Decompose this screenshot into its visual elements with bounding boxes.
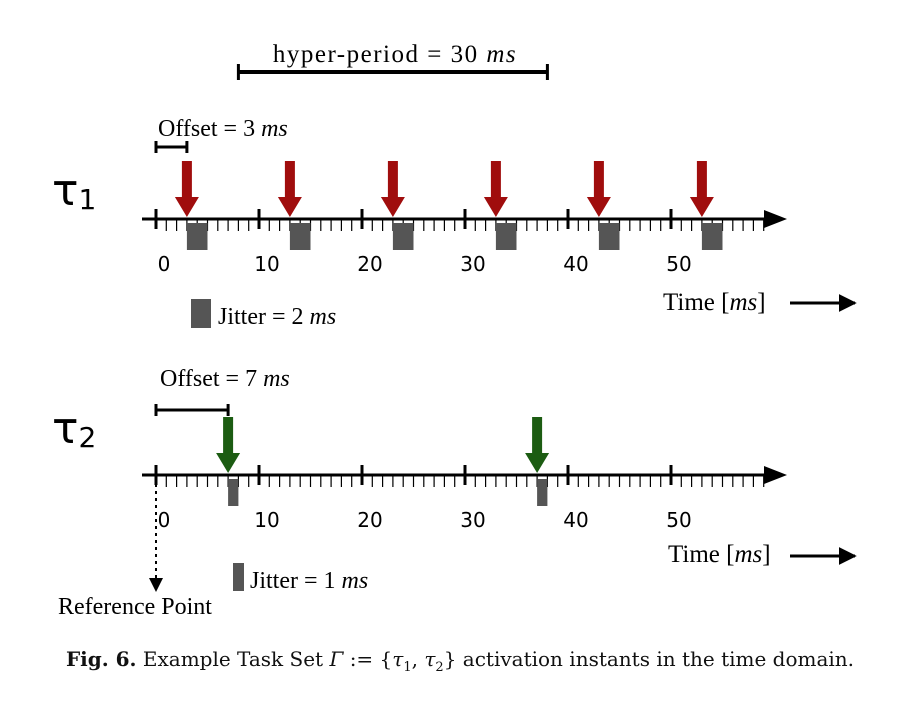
t1-tick-label: 10 [254, 252, 279, 276]
tau1-offset-label: Offset = 3 ms [158, 116, 288, 142]
caption-gamma: Γ [329, 647, 344, 671]
t2-tick-label: 50 [666, 508, 691, 532]
t1-jitter-block [495, 223, 517, 250]
t2-tick-label: 30 [460, 508, 485, 532]
t1-activation-arrow [689, 161, 714, 217]
t1-tick-label: 20 [357, 252, 382, 276]
t1-jitter-block [289, 223, 311, 250]
tau2-time-label: Time [ms] [668, 541, 771, 568]
t2-tick-label: 40 [563, 508, 588, 532]
t1-tick-label: 0 [158, 252, 171, 276]
t1-activation-arrow [483, 161, 508, 217]
hyper-period-label: hyper-period = 30 ms [273, 41, 517, 68]
tau2-activation-arrows [216, 417, 550, 473]
t1-activation-arrow [174, 161, 199, 217]
t2-tick-label: 0 [158, 508, 171, 532]
tau1-symbol: τ1 [52, 165, 96, 216]
figure-caption: Fig. 6. Example Task Set Γ := {τ1, τ2} a… [0, 647, 920, 675]
tau2-time-axis [142, 465, 787, 487]
tau1-offset-bracket [154, 141, 189, 153]
tau2-task: τ2 Offset = 7 ms 0 10 20 30 40 50 Jitter = 1 … [52, 366, 857, 594]
tau2-jitter-legend-swatch [233, 563, 244, 591]
reference-point: Reference Point [58, 477, 212, 620]
t1-jitter-block [392, 223, 414, 250]
t1-tick-label: 40 [563, 252, 588, 276]
t1-jitter-block [598, 223, 620, 250]
caption-close: } [443, 647, 457, 671]
caption-assign: := { [349, 647, 393, 671]
t1-jitter-block [701, 223, 723, 250]
tau2-jitter-legend-label: Jitter = 1 ms [250, 568, 368, 594]
caption-tau-2: τ [424, 647, 436, 671]
t2-activation-arrow [216, 417, 241, 473]
tau2-symbol: τ2 [52, 403, 96, 454]
tau1-jitter-legend-label: Jitter = 2 ms [218, 304, 336, 330]
t1-tick-label: 30 [460, 252, 485, 276]
caption-sub-2: 2 [435, 660, 444, 675]
task-set-timeline-diagram: hyper-period = 30 ms τ1 Offset = 3 ms 0 1… [52, 41, 857, 620]
tau1-activation-arrows [174, 161, 714, 217]
tau1-jitter-legend-swatch [191, 299, 211, 328]
caption-separator: , [411, 647, 425, 671]
t2-jitter-block [228, 479, 239, 506]
t2-jitter-block [537, 479, 548, 506]
tau1-time-label: Time [ms] [663, 289, 766, 316]
caption-sub-1: 1 [403, 660, 412, 675]
reference-point-label: Reference Point [58, 594, 212, 620]
t2-axis-arrowhead [764, 466, 787, 484]
tau2-offset-bracket [154, 404, 230, 416]
t2-activation-arrow [525, 417, 550, 473]
t2-tick-label: 20 [357, 508, 382, 532]
t1-tick-label: 50 [666, 252, 691, 276]
tau1-time-axis [142, 209, 787, 231]
reference-point-arrowhead [149, 578, 163, 592]
tau2-tick-labels: 0 10 20 30 40 50 [158, 508, 692, 532]
t1-axis-arrowhead [764, 210, 787, 228]
tau2-offset-label: Offset = 7 ms [160, 366, 290, 392]
t2-tick-label: 10 [254, 508, 279, 532]
hyper-period-annotation: hyper-period = 30 ms [236, 41, 549, 80]
t1-activation-arrow [586, 161, 611, 217]
caption-tau-1: τ [392, 647, 404, 671]
t1-jitter-block [186, 223, 208, 250]
caption-text-after: activation instants in the time domain. [462, 647, 855, 671]
tau1-task: τ1 Offset = 3 ms 0 10 20 30 40 50 Jitter = 2 … [52, 116, 857, 330]
figure-number: Fig. 6. [65, 647, 137, 671]
t1-activation-arrow [277, 161, 302, 217]
tau1-jitter-blocks [186, 223, 723, 250]
caption-text-before: Example Task Set [142, 647, 324, 671]
t1-activation-arrow [380, 161, 405, 217]
tau1-tick-labels: 0 10 20 30 40 50 [158, 252, 692, 276]
tau2-jitter-blocks [228, 479, 548, 506]
